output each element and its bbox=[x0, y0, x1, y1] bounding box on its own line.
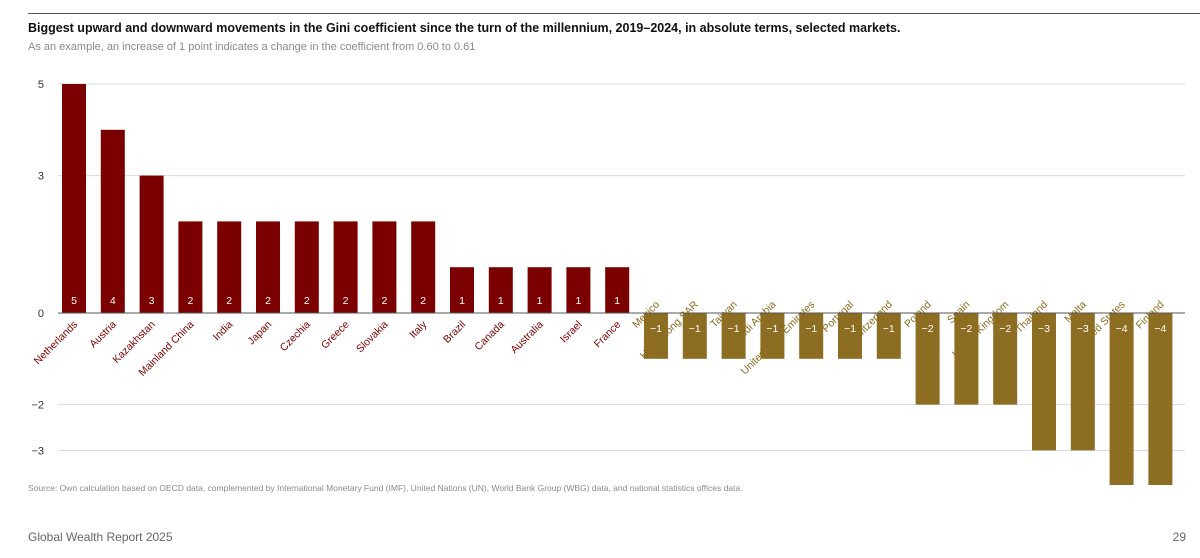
bar bbox=[644, 313, 668, 359]
bar-value-label: −1 bbox=[805, 323, 817, 335]
category-label: Czechia bbox=[278, 319, 313, 354]
bar bbox=[1148, 313, 1173, 485]
bar-value-label: 2 bbox=[187, 295, 193, 307]
bar bbox=[178, 221, 203, 313]
bar bbox=[488, 267, 513, 313]
bar bbox=[566, 267, 591, 313]
category-label: Brazil bbox=[441, 319, 468, 346]
bar bbox=[915, 313, 940, 405]
bar bbox=[876, 313, 901, 359]
bar bbox=[62, 84, 86, 313]
bar-value-label: −1 bbox=[883, 323, 895, 335]
top-rule bbox=[28, 13, 1200, 14]
bar-value-label: −1 bbox=[766, 323, 778, 335]
bar-value-label: 5 bbox=[71, 295, 77, 307]
y-tick-label: 0 bbox=[38, 308, 44, 320]
bar bbox=[838, 313, 862, 359]
bar-value-label: −2 bbox=[999, 323, 1011, 335]
bar-value-label: 2 bbox=[265, 295, 271, 307]
bar-value-label: 3 bbox=[149, 295, 155, 307]
y-tick-label: −2 bbox=[31, 400, 44, 412]
category-label: Israel bbox=[558, 319, 585, 346]
report-name: Global Wealth Report 2025 bbox=[28, 530, 173, 544]
bar bbox=[993, 313, 1018, 405]
bar bbox=[411, 221, 436, 313]
y-tick-label: 3 bbox=[38, 171, 44, 183]
bar bbox=[527, 267, 552, 313]
bar bbox=[682, 313, 707, 359]
bar-value-label: 2 bbox=[343, 295, 349, 307]
bar bbox=[721, 313, 746, 359]
bar bbox=[294, 221, 319, 313]
bar bbox=[1070, 313, 1095, 451]
bar-value-label: −2 bbox=[960, 323, 972, 335]
chart-subtitle: As an example, an increase of 1 point in… bbox=[28, 41, 476, 53]
bar bbox=[217, 221, 242, 313]
bar-value-label: −1 bbox=[650, 323, 662, 335]
bar-value-label: −3 bbox=[1077, 323, 1089, 335]
bar-value-label: 1 bbox=[459, 295, 465, 307]
source-note: Source: Own calculation based on OECD da… bbox=[28, 483, 743, 493]
bar bbox=[799, 313, 824, 359]
category-label: Greece bbox=[319, 319, 352, 352]
chart-title: Biggest upward and downward movements in… bbox=[28, 21, 901, 35]
page-number: 29 bbox=[1172, 530, 1186, 544]
bar bbox=[1109, 313, 1134, 485]
category-label: Slovakia bbox=[354, 319, 391, 356]
bar-value-label: 1 bbox=[537, 295, 543, 307]
category-label: France bbox=[592, 319, 624, 351]
bar bbox=[372, 221, 397, 313]
category-label: Canada bbox=[472, 319, 507, 354]
bar-value-label: −1 bbox=[844, 323, 856, 335]
y-tick-label: −3 bbox=[31, 445, 44, 457]
category-label: Japan bbox=[245, 319, 274, 348]
bar-value-label: 1 bbox=[614, 295, 620, 307]
bar bbox=[100, 129, 125, 313]
bar bbox=[139, 175, 164, 313]
bar-value-label: 1 bbox=[575, 295, 581, 307]
bar-value-label: 1 bbox=[498, 295, 504, 307]
bar-value-label: −4 bbox=[1116, 323, 1128, 335]
bar bbox=[333, 221, 358, 313]
category-label: Netherlands bbox=[32, 319, 81, 368]
bar-value-label: −1 bbox=[689, 323, 701, 335]
bar bbox=[256, 221, 280, 313]
bar-value-label: 2 bbox=[381, 295, 387, 307]
bar-value-label: 2 bbox=[420, 295, 426, 307]
category-label: India bbox=[211, 319, 236, 344]
bar-value-label: 2 bbox=[304, 295, 310, 307]
bar-value-label: −3 bbox=[1038, 323, 1050, 335]
bar-value-label: −1 bbox=[728, 323, 740, 335]
bar-chart: 530−2−35Netherlands4Austria3Kazakhstan2M… bbox=[31, 79, 1185, 485]
bar bbox=[954, 313, 979, 405]
bar-value-label: 2 bbox=[226, 295, 232, 307]
bar bbox=[450, 267, 474, 313]
bar bbox=[605, 267, 630, 313]
bar bbox=[1032, 313, 1056, 451]
bar-value-label: 4 bbox=[110, 295, 116, 307]
bar bbox=[760, 313, 785, 359]
y-tick-label: 5 bbox=[38, 79, 44, 91]
category-label: Austria bbox=[87, 319, 119, 351]
category-label: Italy bbox=[407, 318, 430, 341]
category-label: Australia bbox=[508, 319, 545, 356]
bar-value-label: −4 bbox=[1154, 323, 1166, 335]
bar-value-label: −2 bbox=[922, 323, 934, 335]
